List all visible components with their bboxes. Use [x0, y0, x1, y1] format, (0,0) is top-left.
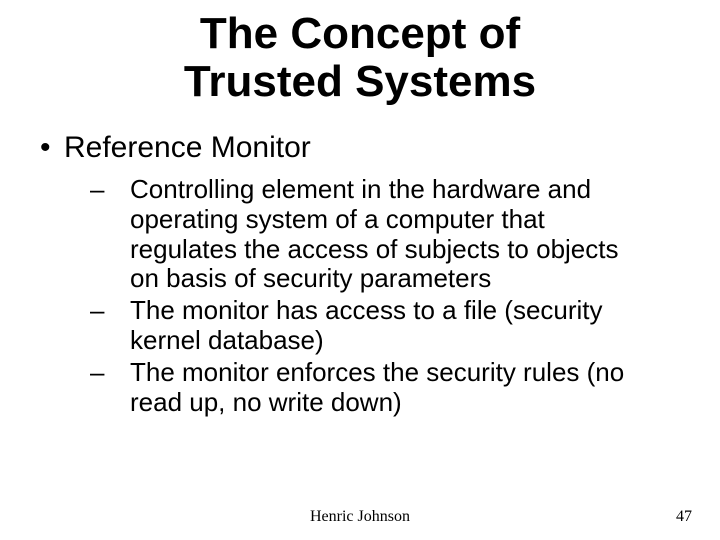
footer-page-number: 47	[676, 508, 692, 526]
dash-marker: –	[110, 296, 130, 326]
title-line-1: The Concept of	[200, 9, 520, 58]
footer-author: Henric Johnson	[0, 508, 720, 526]
bullet-level2-text: Controlling element in the hardware and …	[130, 174, 619, 294]
bullet-level2: –The monitor has access to a file (secur…	[110, 296, 650, 356]
bullet-level2-text: The monitor enforces the security rules …	[130, 357, 624, 417]
bullet-level2: –The monitor enforces the security rules…	[110, 358, 650, 418]
dash-marker: –	[110, 358, 130, 388]
bullet-marker: •	[40, 131, 64, 165]
slide-content: •Reference Monitor –Controlling element …	[0, 107, 720, 418]
slide: The Concept of Trusted Systems •Referenc…	[0, 0, 720, 540]
title-line-2: Trusted Systems	[184, 57, 536, 106]
bullet-level1: •Reference Monitor	[40, 131, 680, 165]
bullet-level1-text: Reference Monitor	[64, 131, 311, 164]
dash-marker: –	[110, 175, 130, 205]
bullet-level2: –Controlling element in the hardware and…	[110, 175, 650, 295]
sub-bullet-list: –Controlling element in the hardware and…	[40, 175, 680, 418]
slide-title: The Concept of Trusted Systems	[0, 0, 720, 107]
bullet-level2-text: The monitor has access to a file (securi…	[130, 295, 603, 355]
